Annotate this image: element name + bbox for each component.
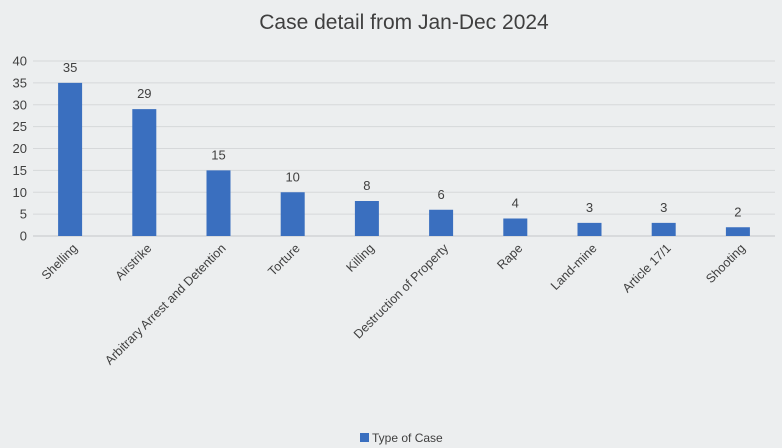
data-label: 8	[363, 178, 370, 193]
bar	[725, 227, 750, 236]
chart-title: Case detail from Jan-Dec 2024	[259, 11, 549, 34]
bar	[577, 222, 602, 236]
y-tick-label: 20	[13, 141, 27, 156]
y-tick-label: 15	[13, 163, 27, 178]
legend: Type of Case	[360, 431, 443, 445]
y-tick-label: 5	[20, 207, 27, 222]
data-label: 6	[437, 187, 444, 202]
legend-swatch	[360, 433, 369, 442]
data-labels: 35 29 15 10 8 6 4 3 3 2	[63, 60, 742, 219]
x-category-label: Shelling	[39, 241, 80, 282]
y-tick-label: 40	[13, 54, 27, 69]
bar	[206, 170, 231, 236]
data-label: 2	[734, 204, 741, 219]
x-category-label: Land-mine	[548, 241, 600, 293]
bar	[503, 218, 528, 236]
y-tick-label: 30	[13, 97, 27, 112]
data-label: 3	[586, 200, 593, 215]
data-label: 10	[285, 169, 299, 184]
data-label: 3	[660, 200, 667, 215]
bar	[280, 192, 305, 236]
x-category-label: Arbitrary Arrest and Detention	[102, 241, 228, 367]
grid-lines	[33, 60, 775, 237]
bar	[132, 109, 157, 236]
data-label: 4	[512, 196, 519, 211]
x-category-label: Killing	[344, 241, 378, 275]
bar	[651, 222, 676, 236]
bars	[58, 82, 750, 236]
x-category-label: Airstrike	[113, 241, 155, 283]
bar	[58, 82, 83, 236]
bar	[354, 201, 379, 236]
x-category-label: Torture	[265, 241, 302, 278]
x-category-label: Article 17/1	[620, 241, 674, 295]
bar	[429, 209, 454, 236]
y-tick-label: 0	[20, 229, 27, 244]
legend-label: Type of Case	[372, 431, 443, 445]
y-tick-label: 35	[13, 75, 27, 90]
data-label: 15	[211, 147, 225, 162]
data-label: 29	[137, 86, 151, 101]
x-category-label: Rape	[494, 241, 525, 272]
y-axis-ticks: 0 5 10 15 20 25 30 35 40	[13, 54, 27, 244]
y-tick-label: 10	[13, 185, 27, 200]
data-label: 35	[63, 60, 77, 75]
y-tick-label: 25	[13, 119, 27, 134]
x-category-label: Shooting	[703, 241, 748, 286]
